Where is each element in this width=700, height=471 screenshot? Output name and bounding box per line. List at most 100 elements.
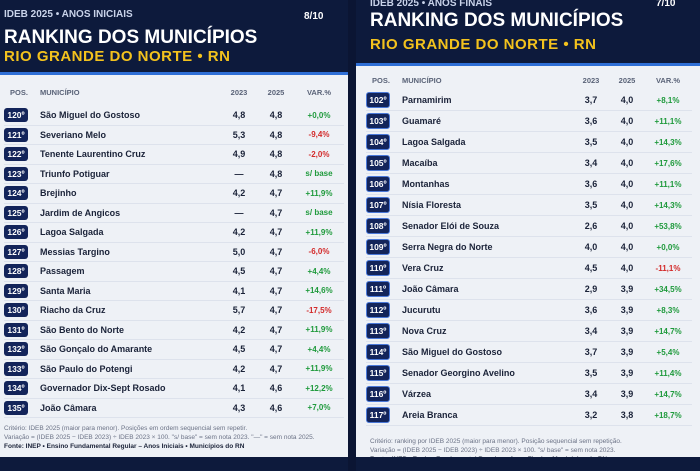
pos-cell: 109º bbox=[366, 239, 396, 255]
variation: +11,1% bbox=[654, 179, 682, 189]
municipality: Macaíba bbox=[402, 158, 438, 168]
variation: +53,8% bbox=[654, 221, 682, 231]
variation: +11,9% bbox=[305, 227, 333, 237]
score-2023: 3,5 bbox=[584, 137, 598, 147]
pos-cell: 125º bbox=[4, 205, 34, 220]
variation: -6,0% bbox=[308, 247, 330, 257]
score-2023: 4,0 bbox=[584, 242, 598, 252]
score-2025: 4,0 bbox=[620, 137, 634, 147]
score-2025: 4,7 bbox=[269, 363, 283, 374]
pos-cell: 127º bbox=[4, 244, 34, 259]
score-2023: 4,1 bbox=[232, 285, 246, 296]
table: POS. MUNICÍPIO 2023 2025 VAR.% 120º São Miguel… bbox=[0, 75, 348, 457]
score-2023: 4,8 bbox=[232, 110, 246, 121]
table-row: 102º Parnamirim 3,7 4,0 +8,1% bbox=[366, 90, 692, 111]
score-2023: 2,9 bbox=[584, 284, 598, 294]
pos-cell: 107º bbox=[366, 197, 396, 213]
score-2023: 3,7 bbox=[584, 95, 598, 105]
pos-cell: 114º bbox=[366, 344, 396, 360]
header: IDEB 2025 • ANOS INICIAIS 8/10 RANKING DOS… bbox=[0, 0, 348, 72]
score-2025: 4,7 bbox=[269, 305, 283, 316]
municipality: Várzea bbox=[402, 389, 432, 399]
kicker: IDEB 2025 • ANOS FINAIS bbox=[370, 0, 493, 9]
score-2023: 4,5 bbox=[232, 266, 246, 277]
position-badge: 115º bbox=[366, 365, 390, 381]
score-2023: 3,5 bbox=[584, 368, 598, 378]
variation: +14,7% bbox=[654, 326, 682, 336]
variation: +14,6% bbox=[305, 286, 333, 296]
pos-cell: 121º bbox=[4, 127, 34, 142]
table-row: 129º Santa Maria 4,1 4,7 +14,6% bbox=[4, 282, 344, 301]
variation: +18,7% bbox=[654, 410, 682, 420]
pos-cell: 124º bbox=[4, 186, 34, 201]
table-row: 109º Serra Negra do Norte 4,0 4,0 +0,0% bbox=[366, 237, 692, 258]
position-badge: 129º bbox=[4, 283, 28, 298]
variation: s/ base bbox=[305, 208, 333, 218]
table-row: 113º Nova Cruz 3,4 3,9 +14,7% bbox=[366, 321, 692, 342]
score-2025: 4,0 bbox=[620, 179, 634, 189]
position-badge: 121º bbox=[4, 127, 28, 142]
variation: +0,0% bbox=[307, 110, 331, 120]
variation: +8,3% bbox=[656, 305, 680, 315]
score-2025: 4,0 bbox=[620, 221, 634, 231]
table-row: 110º Vera Cruz 4,5 4,0 -11,1% bbox=[366, 258, 692, 279]
variation: +7,0% bbox=[307, 403, 331, 413]
position-badge: 133º bbox=[4, 361, 28, 376]
position-badge: 125º bbox=[4, 205, 28, 220]
table-row: 114º São Miguel do Gostoso 3,7 3,9 +5,4% bbox=[366, 342, 692, 363]
table-row: 132º São Gonçalo do Amarante 4,5 4,7 +4,4% bbox=[4, 340, 344, 360]
position-badge: 116º bbox=[366, 386, 390, 402]
column-label: MUNICÍPIO bbox=[40, 88, 80, 98]
position-badge: 134º bbox=[4, 381, 28, 396]
score-2025: 4,0 bbox=[620, 95, 634, 105]
pos-cell: 120º bbox=[4, 108, 34, 123]
table-row: 124º Brejinho 4,2 4,7 +11,9% bbox=[4, 184, 344, 204]
municipality: Messias Targino bbox=[40, 246, 110, 257]
score-2023: 4,1 bbox=[232, 383, 246, 394]
pos-cell: 102º bbox=[366, 92, 396, 108]
column-label: 2025 bbox=[267, 88, 285, 98]
municipality: Lagoa Salgada bbox=[402, 137, 466, 147]
position-badge: 127º bbox=[4, 244, 28, 259]
score-2023: 5,0 bbox=[232, 246, 246, 257]
score-2023: 4,3 bbox=[232, 402, 246, 413]
score-2025: 4,6 bbox=[269, 383, 283, 394]
position-badge: 105º bbox=[366, 155, 390, 171]
score-2025: 4,7 bbox=[269, 227, 283, 238]
variation: -2,0% bbox=[308, 149, 330, 159]
position-badge: 111º bbox=[366, 281, 390, 297]
position-badge: 135º bbox=[4, 400, 28, 415]
accent-stripe bbox=[356, 63, 700, 66]
table-row: 103º Guamaré 3,6 4,0 +11,1% bbox=[366, 111, 692, 132]
column-label: 2025 bbox=[618, 76, 636, 85]
pos-cell: 131º bbox=[4, 322, 34, 337]
score-2023: 3,6 bbox=[584, 116, 598, 126]
panel: IDEB 2025 • ANOS INICIAIS 8/10 RANKING DOS… bbox=[0, 0, 348, 471]
bottom-bar bbox=[0, 457, 348, 471]
pos-cell: 104º bbox=[366, 134, 396, 150]
pos-cell: 113º bbox=[366, 323, 396, 339]
score-2025: 4,0 bbox=[620, 200, 634, 210]
pos-cell: 105º bbox=[366, 155, 396, 171]
position-badge: 106º bbox=[366, 176, 390, 192]
pos-cell: 130º bbox=[4, 303, 34, 318]
score-2023: 3,6 bbox=[584, 305, 598, 315]
variation: +14,7% bbox=[654, 389, 682, 399]
municipality: Triunfo Potiguar bbox=[40, 168, 110, 179]
municipality: Jucurutu bbox=[402, 305, 441, 315]
variation: +34,5% bbox=[654, 284, 682, 294]
score-2025: 4,0 bbox=[620, 116, 634, 126]
column-label: 2023 bbox=[582, 76, 600, 85]
title: RANKING DOS MUNICÍPIOS bbox=[4, 27, 258, 48]
table-row: 126º Lagoa Salgada 4,2 4,7 +11,9% bbox=[4, 223, 344, 243]
column-label: POS. bbox=[372, 76, 390, 85]
position-badge: 131º bbox=[4, 322, 28, 337]
accent-stripe bbox=[0, 72, 348, 75]
score-2025: 4,7 bbox=[269, 266, 283, 277]
pos-cell: 108º bbox=[366, 218, 396, 234]
panel: IDEB 2025 • ANOS FINAIS 7/10 RANKING DOS M… bbox=[356, 0, 700, 471]
title: RANKING DOS MUNICÍPIOS bbox=[370, 10, 624, 31]
municipality: Jardim de Angicos bbox=[40, 207, 121, 218]
column-label: MUNICÍPIO bbox=[402, 76, 442, 85]
